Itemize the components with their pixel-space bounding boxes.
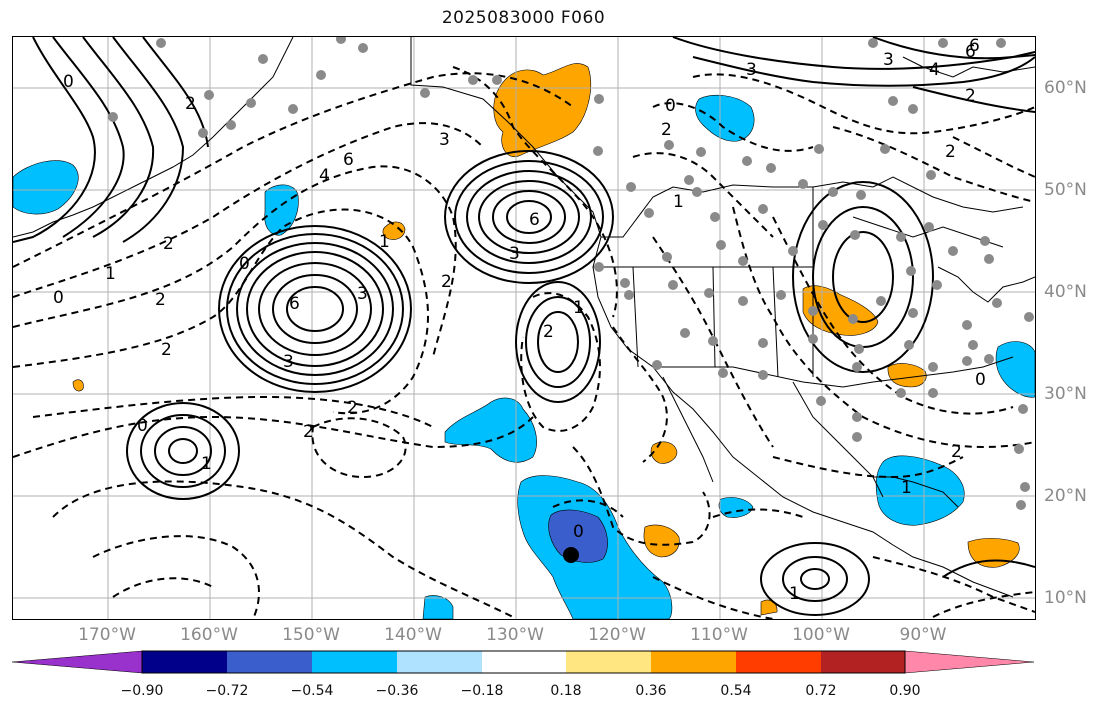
shade-orange-small-b bbox=[650, 441, 678, 464]
colorbar-segment bbox=[821, 651, 905, 673]
colorbar-tick-label: 0.18 bbox=[550, 683, 582, 699]
shade-blue-florida bbox=[995, 341, 1035, 398]
lat-label-30n: 30°N bbox=[1044, 384, 1087, 404]
shade-orange-gulf bbox=[887, 363, 927, 388]
colorbar-tick-label: 0.72 bbox=[805, 683, 837, 699]
contour-label: 6 bbox=[343, 150, 354, 170]
lon-label-120w: 120°W bbox=[588, 625, 646, 645]
colorbar-tick-label: −0.90 bbox=[120, 683, 164, 699]
contour-label: 4 bbox=[929, 60, 940, 80]
contour-label: 0 bbox=[53, 288, 64, 308]
contour-label: 2 bbox=[965, 86, 976, 106]
lat-label-40n: 40°N bbox=[1044, 282, 1087, 302]
contour-label: 3 bbox=[746, 60, 757, 80]
contour-label: 3 bbox=[439, 130, 450, 150]
contour-label: 3 bbox=[283, 352, 294, 372]
lat-label-10n: 10°N bbox=[1044, 588, 1087, 608]
lon-label-170w: 170°W bbox=[78, 625, 136, 645]
colorbar-tick-label: 0.90 bbox=[889, 683, 921, 699]
contour-label: 2 bbox=[185, 94, 196, 114]
contour-label: 2 bbox=[951, 442, 962, 462]
contour-label: 2 bbox=[661, 120, 672, 140]
lon-label-130w: 130°W bbox=[486, 625, 544, 645]
lon-label-110w: 110°W bbox=[690, 625, 748, 645]
storm-center-marker bbox=[563, 547, 579, 563]
shade-blue-small-b bbox=[718, 497, 754, 518]
contour-label: 6 bbox=[529, 210, 540, 230]
colorbar-tick-label: −0.36 bbox=[375, 683, 419, 699]
contour-label: 1 bbox=[105, 264, 116, 284]
contour-label: 0 bbox=[573, 522, 584, 542]
contour-label: 2 bbox=[161, 340, 172, 360]
contour-label: 3 bbox=[883, 50, 894, 70]
solid-contours bbox=[13, 37, 1035, 616]
contour-label: 1 bbox=[673, 192, 684, 212]
colorbar-segment bbox=[142, 651, 227, 673]
shade-orange-alaska bbox=[493, 63, 591, 157]
lon-label-160w: 160°W bbox=[180, 625, 238, 645]
contour-label: 1 bbox=[573, 298, 584, 318]
shade-darkblue-central bbox=[548, 509, 608, 563]
contour-label: 1 bbox=[789, 584, 800, 604]
shade-blue-westedge bbox=[13, 160, 79, 215]
colorbar-segment bbox=[651, 651, 736, 673]
contour-label: 1 bbox=[379, 232, 390, 252]
colorbar-extend-low bbox=[12, 650, 143, 674]
contour-label: 0 bbox=[665, 96, 676, 116]
shade-blue-subtropics bbox=[444, 397, 537, 463]
contour-label: 2 bbox=[155, 290, 166, 310]
colorbar-extend-high bbox=[904, 650, 1035, 674]
lat-label-50n: 50°N bbox=[1044, 180, 1087, 200]
contour-label: 2 bbox=[347, 398, 358, 418]
contour-label: 1 bbox=[201, 454, 212, 474]
map-svg: 3 6 6 3 1 2 0 3 2 2 1 0 2 2 4 6 3 2 1 0 … bbox=[13, 37, 1035, 619]
grid-lines bbox=[13, 37, 1035, 619]
colorbar-tick-label: −0.54 bbox=[290, 683, 334, 699]
contour-label: 3 bbox=[509, 244, 520, 264]
colorbar-segment bbox=[397, 651, 482, 673]
contour-label: 0 bbox=[137, 416, 148, 436]
colorbar-segment bbox=[566, 651, 651, 673]
dashed-contours bbox=[13, 66, 1035, 619]
colorbar-segment bbox=[312, 651, 397, 673]
lat-label-20n: 20°N bbox=[1044, 486, 1087, 506]
contour-label: 0 bbox=[975, 370, 986, 390]
colorbar-segment bbox=[227, 651, 312, 673]
lat-label-60n: 60°N bbox=[1044, 78, 1087, 98]
contour-label: 2 bbox=[303, 422, 314, 442]
contour-label: 6 bbox=[289, 294, 300, 314]
lon-label-140w: 140°W bbox=[384, 625, 442, 645]
colorbar-segment bbox=[736, 651, 821, 673]
colorbar-tick-label: 0.54 bbox=[720, 683, 752, 699]
contour-label: 0 bbox=[239, 254, 250, 274]
shade-blue-canada bbox=[695, 94, 755, 142]
contour-label: 0 bbox=[63, 72, 74, 92]
contour-label: 6 bbox=[969, 37, 980, 56]
colorbar-segment bbox=[482, 651, 566, 673]
station-dots bbox=[108, 37, 1034, 510]
contour-label: 2 bbox=[945, 142, 956, 162]
lon-label-100w: 100°W bbox=[792, 625, 850, 645]
contour-label: 6 bbox=[965, 42, 976, 62]
contour-label-group: 3 6 6 3 1 2 0 3 2 2 1 0 2 2 4 6 3 2 1 0 … bbox=[53, 37, 986, 604]
colorbar-tick-label: −0.72 bbox=[205, 683, 249, 699]
colorbar bbox=[12, 650, 1035, 674]
shade-blue-small-c bbox=[422, 595, 454, 619]
lon-label-150w: 150°W bbox=[282, 625, 340, 645]
shade-blue-mexico bbox=[875, 455, 965, 526]
shade-orange-small-a bbox=[382, 221, 406, 240]
contour-label: 2 bbox=[441, 272, 452, 292]
contour-label: 2 bbox=[163, 234, 174, 254]
contour-label: 4 bbox=[319, 166, 330, 186]
colorbar-tick-label: −0.18 bbox=[460, 683, 504, 699]
map-title: 2025083000 F060 bbox=[441, 8, 606, 28]
contour-label: 1 bbox=[901, 478, 912, 498]
contour-label: 2 bbox=[543, 322, 554, 342]
colorbar-tick-label: 0.36 bbox=[635, 683, 667, 699]
shade-orange-small-d bbox=[72, 379, 84, 392]
shade-orange-small-c bbox=[643, 524, 680, 558]
contour-label: 3 bbox=[357, 284, 368, 304]
lon-label-90w: 90°W bbox=[899, 625, 947, 645]
map-panel: 3 6 6 3 1 2 0 3 2 2 1 0 2 2 4 6 3 2 1 0 … bbox=[12, 36, 1036, 620]
